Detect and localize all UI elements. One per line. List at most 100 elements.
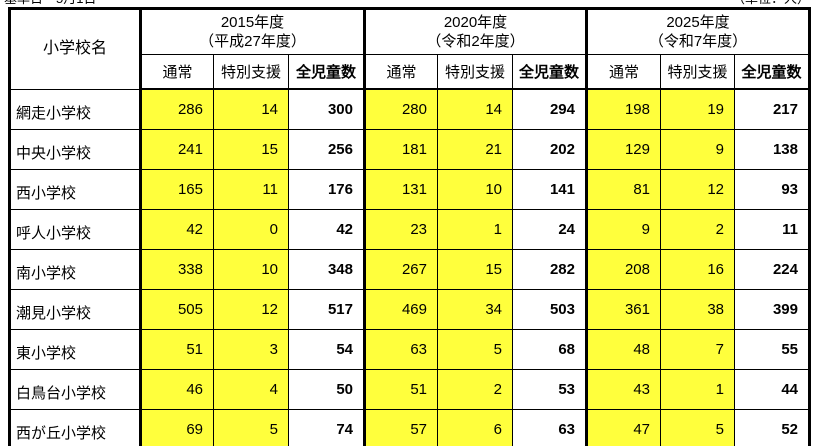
table-row: 中央小学校 241 15 256 181 21 202 129 9 138 — [9, 128, 810, 170]
count-cell: 21 — [437, 128, 513, 170]
corner-header: 小学校名 — [9, 8, 141, 90]
sub-header-row: 通常 特別支援 全児童数 通常 特別支援 全児童数 通常 特別支援 全児童数 — [10, 54, 810, 90]
total-cell: 224 — [734, 248, 810, 290]
total-cell: 54 — [288, 328, 365, 370]
count-cell: 129 — [585, 128, 661, 170]
count-cell: 208 — [585, 248, 661, 290]
year-header-row: 小学校名 2015年度 （平成27年度） 2020年度 （令和2年度） 2025… — [9, 8, 810, 90]
count-cell: 5 — [660, 408, 735, 446]
table-row: 東小学校 51 3 54 63 5 68 48 7 55 — [9, 328, 810, 370]
school-enrollment-table: 小学校名 2015年度 （平成27年度） 2020年度 （令和2年度） 2025… — [8, 7, 811, 446]
total-cell: 399 — [734, 288, 810, 330]
count-cell: 51 — [139, 328, 214, 370]
total-cell: 52 — [734, 408, 810, 446]
era-label: （令和2年度） — [426, 33, 525, 50]
count-cell: 47 — [585, 408, 661, 446]
count-cell: 57 — [363, 408, 438, 446]
colhead-special: 特別支援 — [213, 54, 289, 90]
count-cell: 0 — [213, 208, 289, 250]
count-cell: 361 — [585, 288, 661, 330]
total-cell: 141 — [512, 168, 587, 210]
count-cell: 38 — [660, 288, 735, 330]
total-cell: 44 — [734, 368, 810, 410]
count-cell: 6 — [437, 408, 513, 446]
school-name-cell: 西が丘小学校 — [9, 408, 141, 446]
era-label: （平成27年度） — [199, 33, 306, 50]
total-cell: 138 — [734, 128, 810, 170]
count-cell: 7 — [660, 328, 735, 370]
table-row: 南小学校 338 10 348 267 15 282 208 16 224 — [9, 248, 810, 290]
count-cell: 181 — [363, 128, 438, 170]
count-cell: 46 — [139, 368, 214, 410]
count-cell: 63 — [363, 328, 438, 370]
count-cell: 5 — [437, 328, 513, 370]
year-label: 2015年度 — [220, 13, 285, 31]
total-cell: 24 — [512, 208, 587, 250]
count-cell: 1 — [660, 368, 735, 410]
total-cell: 217 — [734, 88, 810, 130]
count-cell: 12 — [660, 168, 735, 210]
count-cell: 1 — [437, 208, 513, 250]
colhead-total: 全児童数 — [734, 54, 810, 90]
school-name-cell: 呼人小学校 — [9, 208, 141, 250]
table-row: 呼人小学校 42 0 42 23 1 24 9 2 11 — [9, 208, 810, 250]
count-cell: 10 — [437, 168, 513, 210]
total-cell: 348 — [288, 248, 365, 290]
total-cell: 42 — [288, 208, 365, 250]
colhead-regular: 通常 — [585, 54, 661, 90]
count-cell: 34 — [437, 288, 513, 330]
total-cell: 256 — [288, 128, 365, 170]
count-cell: 48 — [585, 328, 661, 370]
year-label: 2020年度 — [443, 13, 508, 31]
unit-note: （単位：人） — [732, 0, 810, 6]
total-cell: 93 — [734, 168, 810, 210]
count-cell: 286 — [139, 88, 214, 130]
total-cell: 74 — [288, 408, 365, 446]
table-row: 網走小学校 286 14 300 280 14 294 198 19 217 — [9, 88, 810, 130]
count-cell: 9 — [585, 208, 661, 250]
school-name-cell: 白鳥台小学校 — [9, 368, 141, 410]
count-cell: 505 — [139, 288, 214, 330]
count-cell: 2 — [660, 208, 735, 250]
count-cell: 15 — [437, 248, 513, 290]
count-cell: 469 — [363, 288, 438, 330]
count-cell: 51 — [363, 368, 438, 410]
total-cell: 176 — [288, 168, 365, 210]
total-cell: 50 — [288, 368, 365, 410]
table-row: 西が丘小学校 69 5 74 57 6 63 47 5 52 — [9, 408, 810, 446]
era-label: （令和7年度） — [648, 33, 748, 50]
count-cell: 10 — [213, 248, 289, 290]
count-cell: 11 — [213, 168, 289, 210]
total-cell: 300 — [288, 88, 365, 130]
colhead-special: 特別支援 — [660, 54, 735, 90]
total-cell: 55 — [734, 328, 810, 370]
count-cell: 19 — [660, 88, 735, 130]
school-name-cell: 南小学校 — [9, 248, 141, 290]
base-date-note: 基準日 5月1日 — [4, 0, 96, 6]
count-cell: 198 — [585, 88, 661, 130]
table-row: 西小学校 165 11 176 131 10 141 81 12 93 — [9, 168, 810, 210]
school-name-cell: 潮見小学校 — [9, 288, 141, 330]
school-name-cell: 中央小学校 — [9, 128, 141, 170]
count-cell: 69 — [139, 408, 214, 446]
school-name-cell: 網走小学校 — [9, 88, 141, 130]
count-cell: 43 — [585, 368, 661, 410]
count-cell: 5 — [213, 408, 289, 446]
table-row: 潮見小学校 505 12 517 469 34 503 361 38 399 — [9, 288, 810, 330]
count-cell: 23 — [363, 208, 438, 250]
count-cell: 9 — [660, 128, 735, 170]
count-cell: 3 — [213, 328, 289, 370]
count-cell: 12 — [213, 288, 289, 330]
year-header-2020: 2020年度 （令和2年度） — [363, 8, 587, 55]
school-name-cell: 西小学校 — [9, 168, 141, 210]
count-cell: 16 — [660, 248, 735, 290]
colhead-regular: 通常 — [139, 54, 214, 90]
total-cell: 517 — [288, 288, 365, 330]
colhead-total: 全児童数 — [288, 54, 365, 90]
total-cell: 503 — [512, 288, 587, 330]
total-cell: 68 — [512, 328, 587, 370]
count-cell: 267 — [363, 248, 438, 290]
total-cell: 202 — [512, 128, 587, 170]
count-cell: 14 — [213, 88, 289, 130]
count-cell: 165 — [139, 168, 214, 210]
